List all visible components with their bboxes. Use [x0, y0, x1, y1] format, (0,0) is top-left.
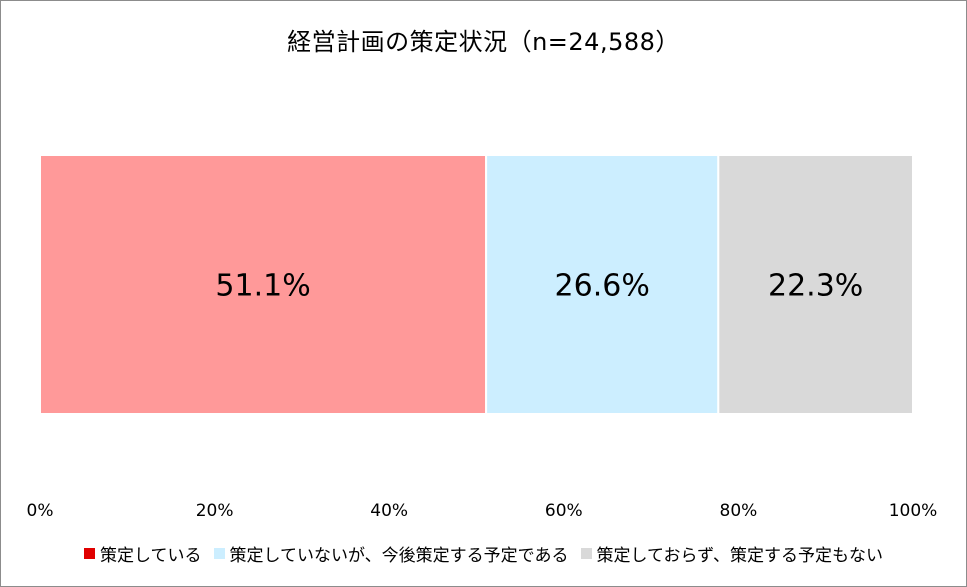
legend-item-3: 策定しておらず、策定する予定もない: [580, 541, 883, 566]
bar-segment-3: [717, 154, 914, 415]
x-tick-label: 0%: [27, 501, 54, 521]
legend-item-2: 策定していないが、今後策定する予定である: [213, 541, 569, 566]
x-tick-label: 80%: [720, 501, 758, 521]
legend-label: 策定しておらず、策定する予定もない: [596, 546, 883, 566]
x-tick-label: 40%: [370, 501, 408, 521]
legend-swatch: [213, 548, 225, 559]
data-label-3: 22.3%: [768, 269, 863, 304]
legend-swatch: [580, 548, 592, 559]
legend-item-1: 策定している: [84, 541, 202, 566]
legend-swatch: [84, 548, 96, 559]
data-label-2: 26.6%: [555, 269, 650, 304]
chart-title: 経営計画の策定状況（n=24,588）: [287, 28, 680, 56]
x-tick-label: 100%: [889, 501, 938, 521]
bar-segment-2: [485, 154, 720, 415]
legend-label: 策定していないが、今後策定する予定である: [229, 546, 569, 566]
x-tick-label: 60%: [545, 501, 583, 521]
x-tick-label: 20%: [196, 501, 234, 521]
bar-segment-1: [39, 154, 488, 415]
data-label-1: 51.1%: [215, 269, 310, 304]
legend-label: 策定している: [100, 546, 202, 566]
legend: 策定している 策定していないが、今後策定する予定である 策定しておらず、策定する予定…: [0, 541, 967, 566]
